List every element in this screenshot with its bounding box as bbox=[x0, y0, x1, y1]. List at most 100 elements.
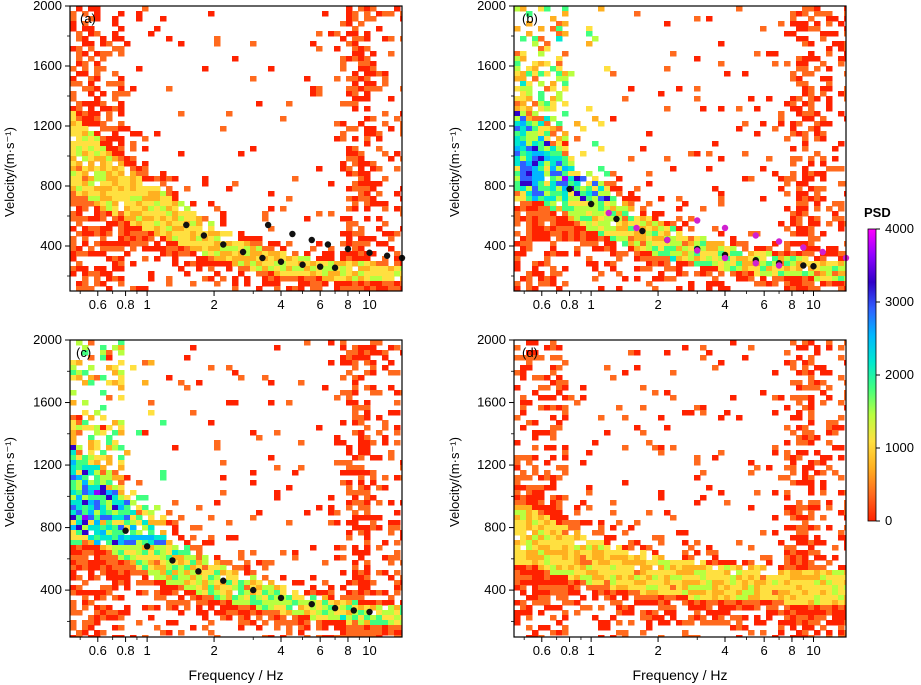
panel-label: (c) bbox=[76, 345, 91, 360]
y-axis: 400 800 1200 1600 2000 bbox=[33, 0, 70, 277]
x-tick-label: 8 bbox=[788, 297, 795, 312]
x-tick-label: 2 bbox=[654, 297, 661, 312]
x-tick-label: 4 bbox=[721, 643, 728, 658]
y-axis: 400 800 1200 1600 2000 bbox=[477, 332, 514, 622]
y-tick-label: 1600 bbox=[33, 58, 62, 73]
plot-frame bbox=[513, 5, 847, 292]
y-tick-label: 2000 bbox=[33, 0, 62, 13]
x-tick-label: 6 bbox=[761, 297, 768, 312]
x-tick-label: 4 bbox=[277, 297, 284, 312]
y-axis: 400 800 1200 1600 2000 bbox=[33, 332, 70, 622]
x-tick-label: 8 bbox=[344, 643, 351, 658]
heatmap-field bbox=[70, 6, 402, 291]
curve-point-fundamental bbox=[800, 262, 807, 269]
x-axis: 0.6 0.8 1 2 4 6 8 10 bbox=[523, 637, 821, 658]
heatmap-field bbox=[514, 340, 846, 637]
curve-point-fundamental bbox=[331, 264, 339, 271]
y-tick-label: 800 bbox=[484, 178, 506, 193]
x-tick-label: 0.6 bbox=[89, 643, 107, 658]
x-tick-label: 4 bbox=[277, 643, 284, 658]
curve-point-fundamental-magenta bbox=[664, 236, 671, 244]
y-tick-label: 1200 bbox=[477, 457, 506, 472]
y-tick-label: 1600 bbox=[33, 395, 62, 410]
panel-d: Velocity/(m·s⁻¹) (d) 400800120016002000 … bbox=[447, 332, 847, 683]
curve-point-fundamental bbox=[220, 241, 227, 248]
curve-point-fundamental bbox=[220, 577, 227, 584]
curves-layer bbox=[122, 527, 373, 616]
x-tick-label: 0.8 bbox=[117, 297, 135, 312]
x-axis-label: Frequency / Hz bbox=[633, 667, 728, 683]
x-tick-label: 2 bbox=[654, 643, 661, 658]
x-tick-label: 6 bbox=[317, 297, 324, 312]
y-axis-label: Velocity/(m·s⁻¹) bbox=[447, 127, 462, 217]
x-tick-label: 1 bbox=[144, 643, 151, 658]
colorbar-tick-label: 3000 bbox=[885, 294, 914, 309]
colorbar-tick-label: 2000 bbox=[885, 367, 914, 382]
x-axis: 0.6 0.8 1 2 4 6 8 10 bbox=[79, 291, 377, 312]
panel-label: (a) bbox=[80, 11, 96, 26]
curve-point-fundamental bbox=[587, 200, 595, 208]
panel-a: Velocity/(m·s⁻¹) (a) 400800120016002000 … bbox=[2, 0, 406, 312]
y-tick-label: 2000 bbox=[477, 332, 506, 347]
curve-point-higher bbox=[694, 217, 701, 224]
curve-point-higher bbox=[264, 221, 272, 229]
x-tick-label: 10 bbox=[806, 643, 820, 658]
curve-point-fundamental bbox=[299, 261, 306, 268]
x-axis: 0.6 0.8 1 2 4 6 8 10 bbox=[523, 291, 821, 312]
y-tick-label: 800 bbox=[40, 178, 62, 193]
x-tick-label: 4 bbox=[721, 297, 728, 312]
curve-point-fundamental bbox=[259, 254, 266, 262]
y-tick-label: 1600 bbox=[477, 58, 506, 73]
y-tick-label: 1200 bbox=[33, 118, 62, 133]
curve-point-higher bbox=[721, 224, 729, 232]
curve-point-higher bbox=[819, 248, 826, 256]
curve-point-higher bbox=[324, 241, 332, 248]
x-axis: 0.6 0.8 1 2 4 6 8 10 bbox=[79, 637, 377, 658]
curve-point-fundamental bbox=[613, 215, 620, 223]
curve-point-higher bbox=[366, 249, 373, 256]
x-tick-label: 2 bbox=[210, 643, 217, 658]
heatmap-field bbox=[514, 6, 846, 291]
x-tick-label: 0.6 bbox=[533, 297, 551, 312]
x-tick-label: 8 bbox=[344, 297, 351, 312]
y-axis-label: Velocity/(m·s⁻¹) bbox=[2, 127, 17, 217]
y-tick-label: 1200 bbox=[33, 457, 62, 472]
y-axis-label: Velocity/(m·s⁻¹) bbox=[447, 437, 462, 527]
y-tick-label: 400 bbox=[40, 582, 62, 597]
x-tick-label: 8 bbox=[788, 643, 795, 658]
colorbar: PSD 0 1000 2000 3000 4000 bbox=[864, 205, 914, 528]
curve-point-fundamental bbox=[308, 600, 315, 608]
x-tick-label: 2 bbox=[210, 297, 217, 312]
panel-c: Velocity/(m·s⁻¹) (c) 400800120016002000 … bbox=[2, 332, 403, 683]
x-tick-label: 10 bbox=[362, 643, 376, 658]
curve-point-fundamental bbox=[250, 586, 257, 594]
y-tick-label: 400 bbox=[484, 238, 506, 253]
curve-point-fundamental bbox=[143, 543, 151, 550]
curve-point-fundamental bbox=[639, 227, 646, 235]
curve-point-higher bbox=[800, 244, 807, 251]
y-tick-label: 1600 bbox=[477, 395, 506, 410]
x-tick-label: 1 bbox=[588, 643, 595, 658]
plot-frame bbox=[69, 339, 403, 638]
curve-point-fundamental bbox=[350, 607, 358, 614]
curve-point-higher bbox=[752, 232, 759, 239]
x-tick-label: 0.6 bbox=[533, 643, 551, 658]
panel-b: Velocity/(m·s⁻¹) (b) 400800120016002000 … bbox=[447, 0, 850, 312]
curve-point-fundamental-magenta bbox=[633, 224, 640, 232]
curve-point-fundamental-magenta bbox=[752, 260, 759, 267]
y-tick-label: 1200 bbox=[477, 118, 506, 133]
curve-point-fundamental bbox=[566, 185, 573, 193]
curves-layer bbox=[183, 221, 406, 271]
x-tick-label: 6 bbox=[317, 643, 324, 658]
x-tick-label: 0.8 bbox=[561, 297, 579, 312]
y-tick-label: 2000 bbox=[477, 0, 506, 13]
x-tick-label: 0.8 bbox=[561, 643, 579, 658]
colorbar-tick-label: 1000 bbox=[885, 440, 914, 455]
curve-point-higher bbox=[344, 245, 352, 253]
y-tick-label: 400 bbox=[484, 582, 506, 597]
y-tick-label: 2000 bbox=[33, 332, 62, 347]
y-tick-label: 400 bbox=[40, 238, 62, 253]
panel-label: (d) bbox=[522, 345, 538, 360]
x-tick-label: 0.6 bbox=[89, 297, 107, 312]
curve-point-fundamental bbox=[239, 248, 247, 256]
